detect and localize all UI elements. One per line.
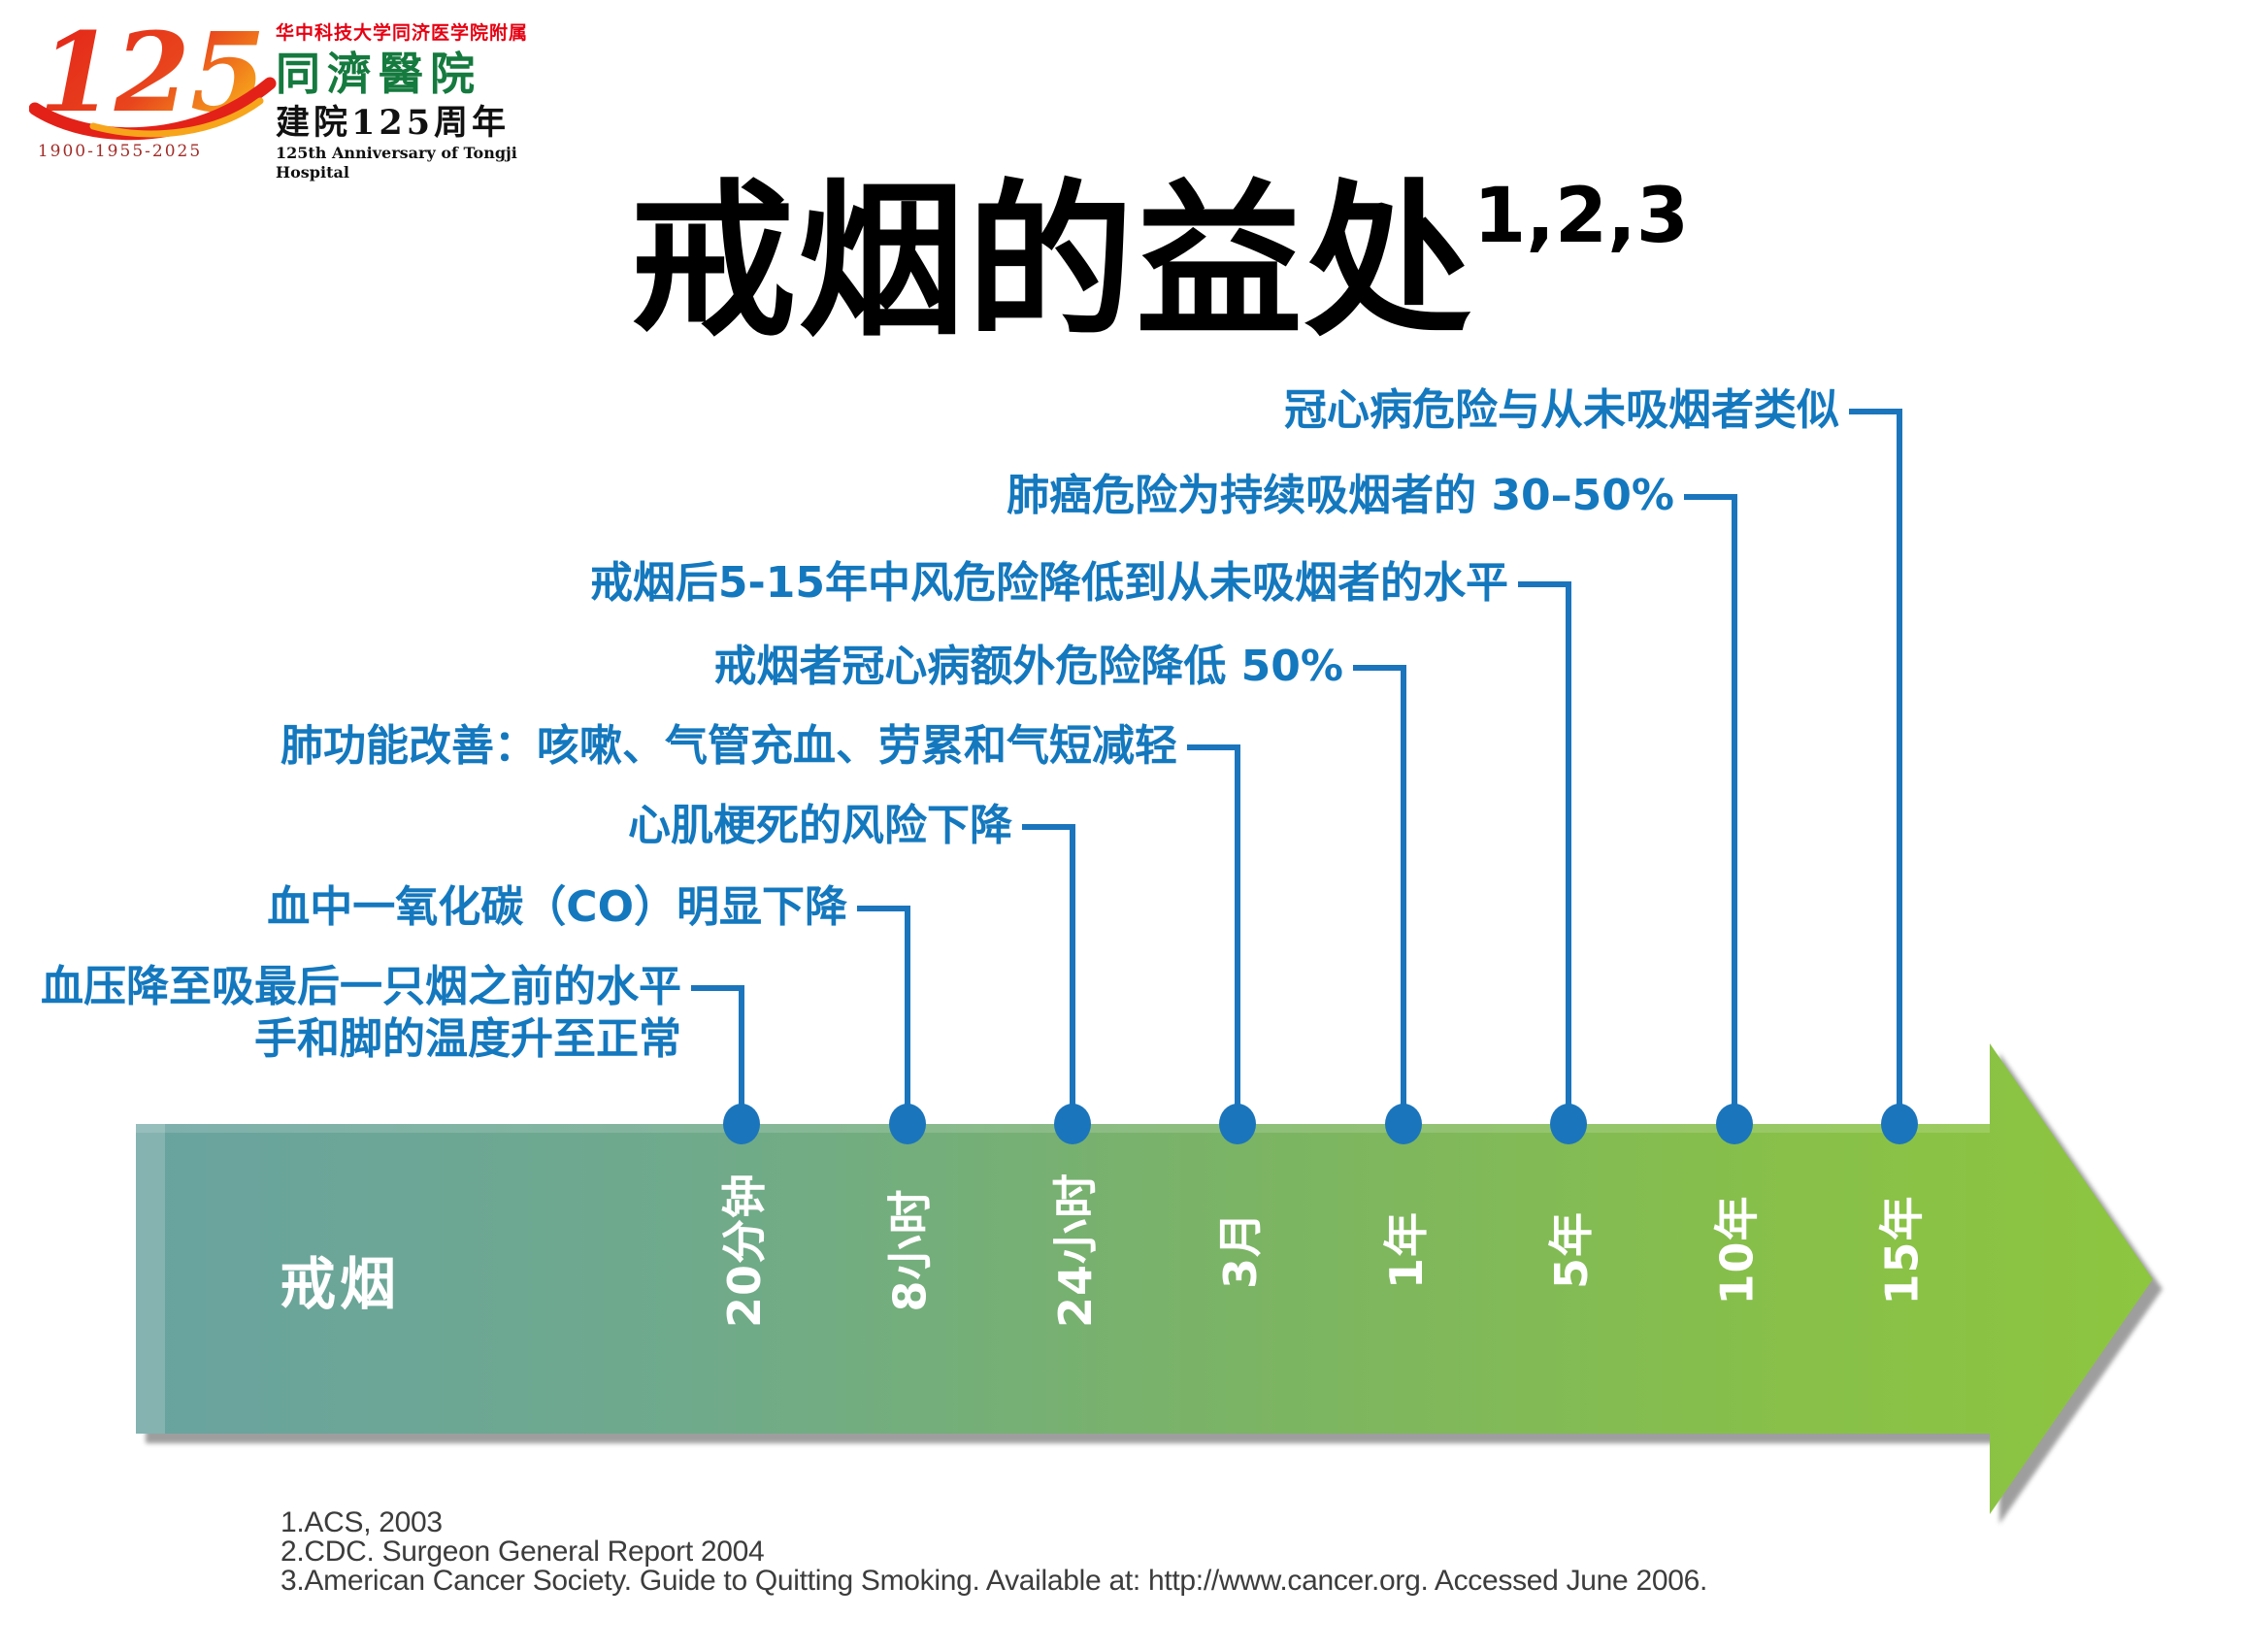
connector-horizontal: [1022, 824, 1073, 830]
arrow-left-highlight: [136, 1124, 165, 1434]
reference-item: 1.ACS, 2003: [281, 1506, 443, 1538]
logo-anniversary-en: 125th Anniversary of Tongji Hospital: [276, 144, 517, 182]
timeline-dot: [1716, 1104, 1753, 1144]
benefit-annotation: 血中一氧化碳（CO）明显下降: [267, 882, 847, 932]
time-label: 3月: [1213, 1210, 1267, 1290]
timeline-dot: [889, 1104, 926, 1144]
connector-horizontal: [857, 906, 908, 911]
benefit-annotation: 冠心病危险与从未吸烟者类似: [1284, 385, 1839, 435]
timeline-dot: [723, 1104, 760, 1144]
connector-vertical: [1235, 744, 1240, 1124]
timeline-dot: [1054, 1104, 1091, 1144]
hospital-logo-125-graphic: 125: [29, 10, 277, 141]
connector-vertical: [1070, 824, 1075, 1124]
logo-years: 1900-1955-2025: [37, 142, 203, 161]
timeline-dot: [1881, 1104, 1918, 1144]
time-label: 8小时: [883, 1188, 937, 1312]
benefit-annotation: 血压降至吸最后一只烟之前的水平 手和脚的温度升至正常: [41, 962, 681, 1064]
connector-horizontal: [1684, 494, 1734, 500]
benefit-annotation: 肺癌危险为持续吸烟者的 30–50%: [1007, 471, 1674, 520]
timeline-dot: [1385, 1104, 1422, 1144]
time-label: 5年: [1544, 1210, 1598, 1290]
timeline-dot: [1219, 1104, 1256, 1144]
reference-item: 2.CDC. Surgeon General Report 2004: [281, 1536, 765, 1568]
connector-vertical: [1401, 665, 1406, 1124]
time-label: 20分钟: [717, 1172, 771, 1329]
logo-swoosh-orange: [89, 97, 264, 138]
hospital-logo-text: 华中科技大学同济医学院附属 同濟醫院 建院125周年 125th Anniver…: [276, 21, 596, 182]
connector-vertical: [905, 906, 910, 1124]
time-label: 1年: [1379, 1210, 1433, 1290]
arrow-shape: [136, 1043, 2153, 1514]
title-superscript: 1,2,3: [1473, 173, 1690, 260]
time-label: 15年: [1875, 1195, 1929, 1305]
timeline-dot: [1550, 1104, 1587, 1144]
page-title-text: 戒烟的益处: [629, 164, 1473, 359]
page-title: 戒烟的益处1,2,3: [629, 115, 1689, 364]
connector-vertical: [739, 985, 744, 1124]
logo-hospital-name: 同濟醫院: [276, 48, 481, 100]
connector-vertical: [1732, 494, 1737, 1124]
connector-horizontal: [1187, 744, 1238, 750]
connector-vertical: [1566, 581, 1571, 1124]
logo-anniversary-cn: 建院125周年: [276, 103, 511, 143]
benefit-annotation: 肺功能改善：咳嗽、气管充血、劳累和气短减轻: [281, 721, 1177, 771]
connector-horizontal: [1353, 665, 1403, 671]
connector-horizontal: [691, 985, 742, 991]
logo-affiliation: 华中科技大学同济医学院附属: [276, 22, 529, 44]
connector-vertical: [1897, 409, 1902, 1124]
benefit-annotation: 戒烟后5-15年中风危险降低到从未吸烟者的水平: [589, 558, 1508, 608]
time-label: 10年: [1710, 1195, 1764, 1305]
benefit-annotation: 心肌梗死的风险下降: [628, 801, 1012, 850]
reference-item: 3.American Cancer Society. Guide to Quit…: [281, 1565, 1708, 1597]
quit-smoking-label: 戒烟: [279, 1251, 400, 1317]
benefit-annotation: 戒烟者冠心病额外危险降低 50%: [713, 642, 1343, 691]
time-label: 24小时: [1048, 1172, 1102, 1329]
connector-horizontal: [1518, 581, 1568, 587]
reference-list: 1.ACS, 2003 2.CDC. Surgeon General Repor…: [281, 1508, 1707, 1596]
connector-horizontal: [1849, 409, 1899, 414]
